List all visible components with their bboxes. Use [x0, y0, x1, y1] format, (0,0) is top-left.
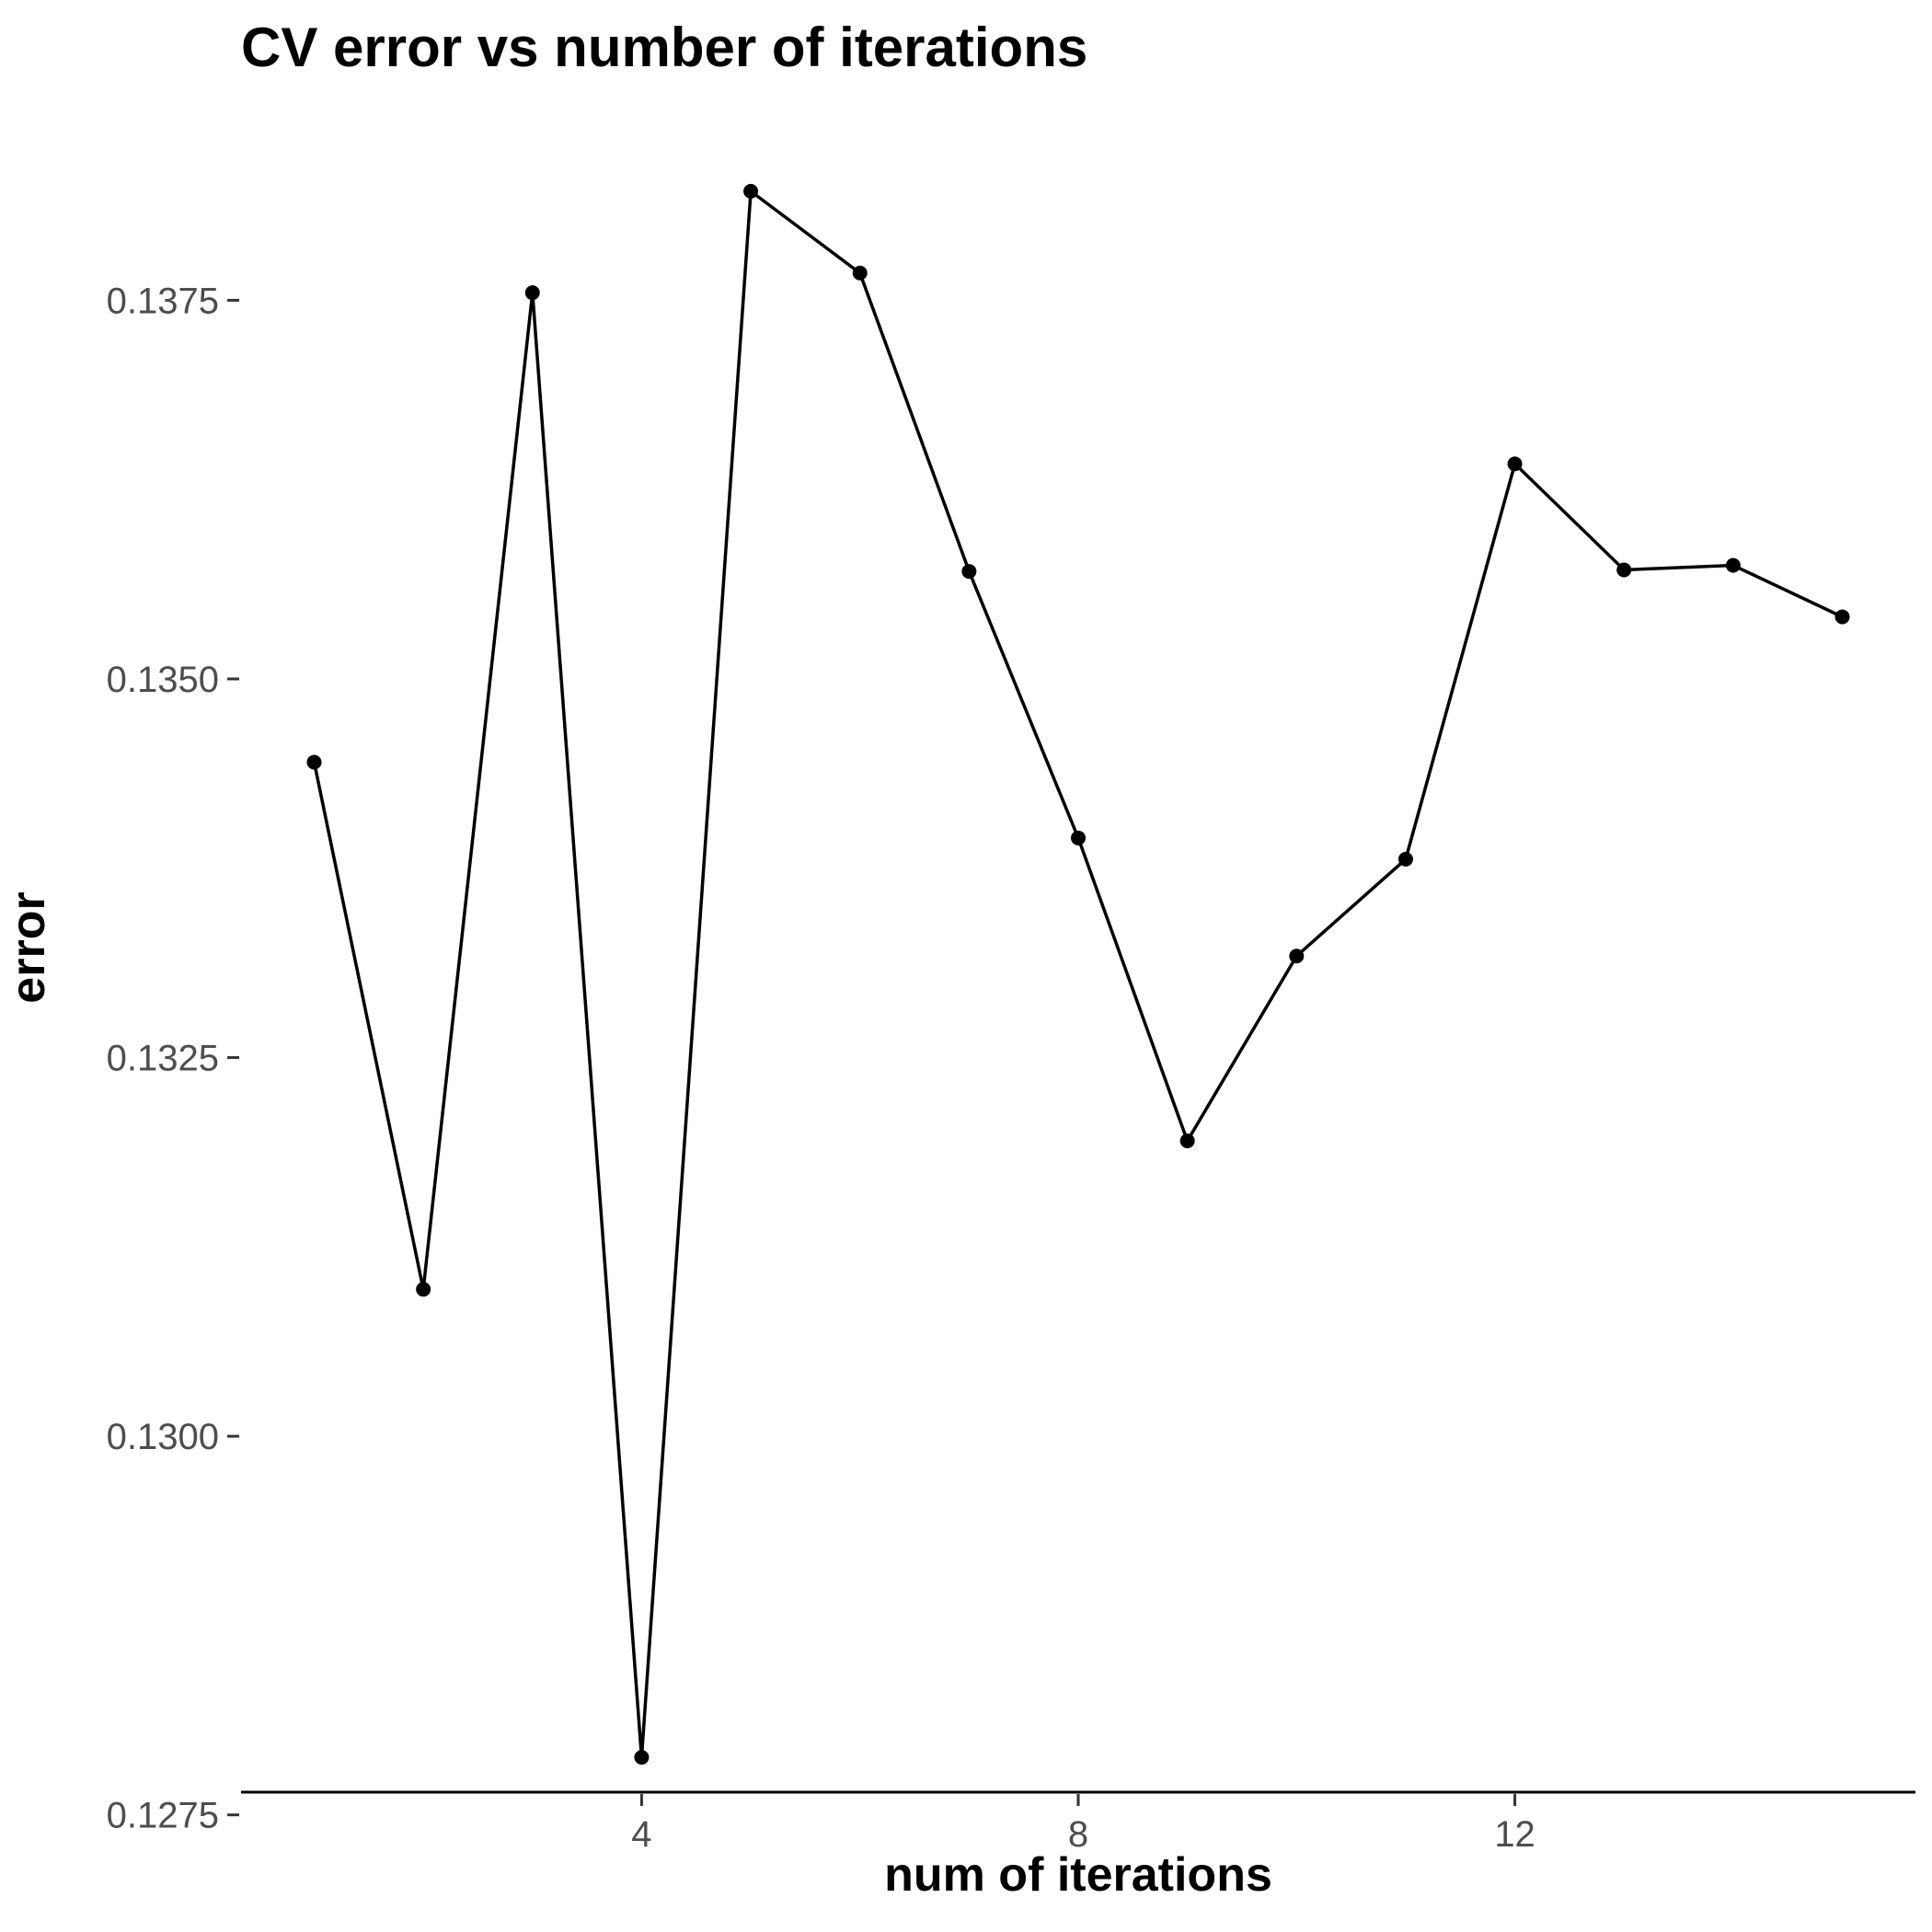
x-tick-label: 4	[631, 1814, 651, 1855]
data-point	[1397, 851, 1413, 867]
data-point	[524, 285, 540, 301]
x-axis: 4 8 12	[241, 1790, 1915, 1855]
data-point	[634, 1750, 650, 1765]
data-point	[1725, 558, 1741, 573]
data-point	[1507, 456, 1523, 472]
series	[306, 183, 1850, 1765]
series-line	[312, 188, 1844, 1758]
y-tick-label: 0.1350	[107, 660, 219, 700]
data-point	[743, 183, 759, 199]
x-tick-label: 12	[1494, 1814, 1535, 1855]
data-point	[1616, 562, 1632, 578]
data-point	[1071, 830, 1086, 845]
chart-title: CV error vs number of iterations	[241, 17, 1087, 78]
data-point	[852, 265, 868, 281]
y-axis: 0.1275 0.1300 0.1325 0.1350 0.1375	[107, 281, 239, 1836]
y-tick-label: 0.1275	[107, 1796, 219, 1836]
data-point	[1179, 1133, 1195, 1149]
y-tick-label: 0.1300	[107, 1417, 219, 1457]
data-point	[416, 1282, 431, 1297]
data-point	[961, 564, 977, 580]
data-point	[1834, 609, 1850, 625]
y-axis-label: error	[2, 891, 55, 1003]
data-point	[306, 754, 322, 770]
data-point	[1289, 949, 1305, 964]
x-axis-label: num of iterations	[884, 1848, 1272, 1902]
y-tick-label: 0.1325	[107, 1039, 219, 1079]
x-tick-label: 8	[1068, 1814, 1088, 1855]
y-tick-label: 0.1375	[107, 281, 219, 321]
